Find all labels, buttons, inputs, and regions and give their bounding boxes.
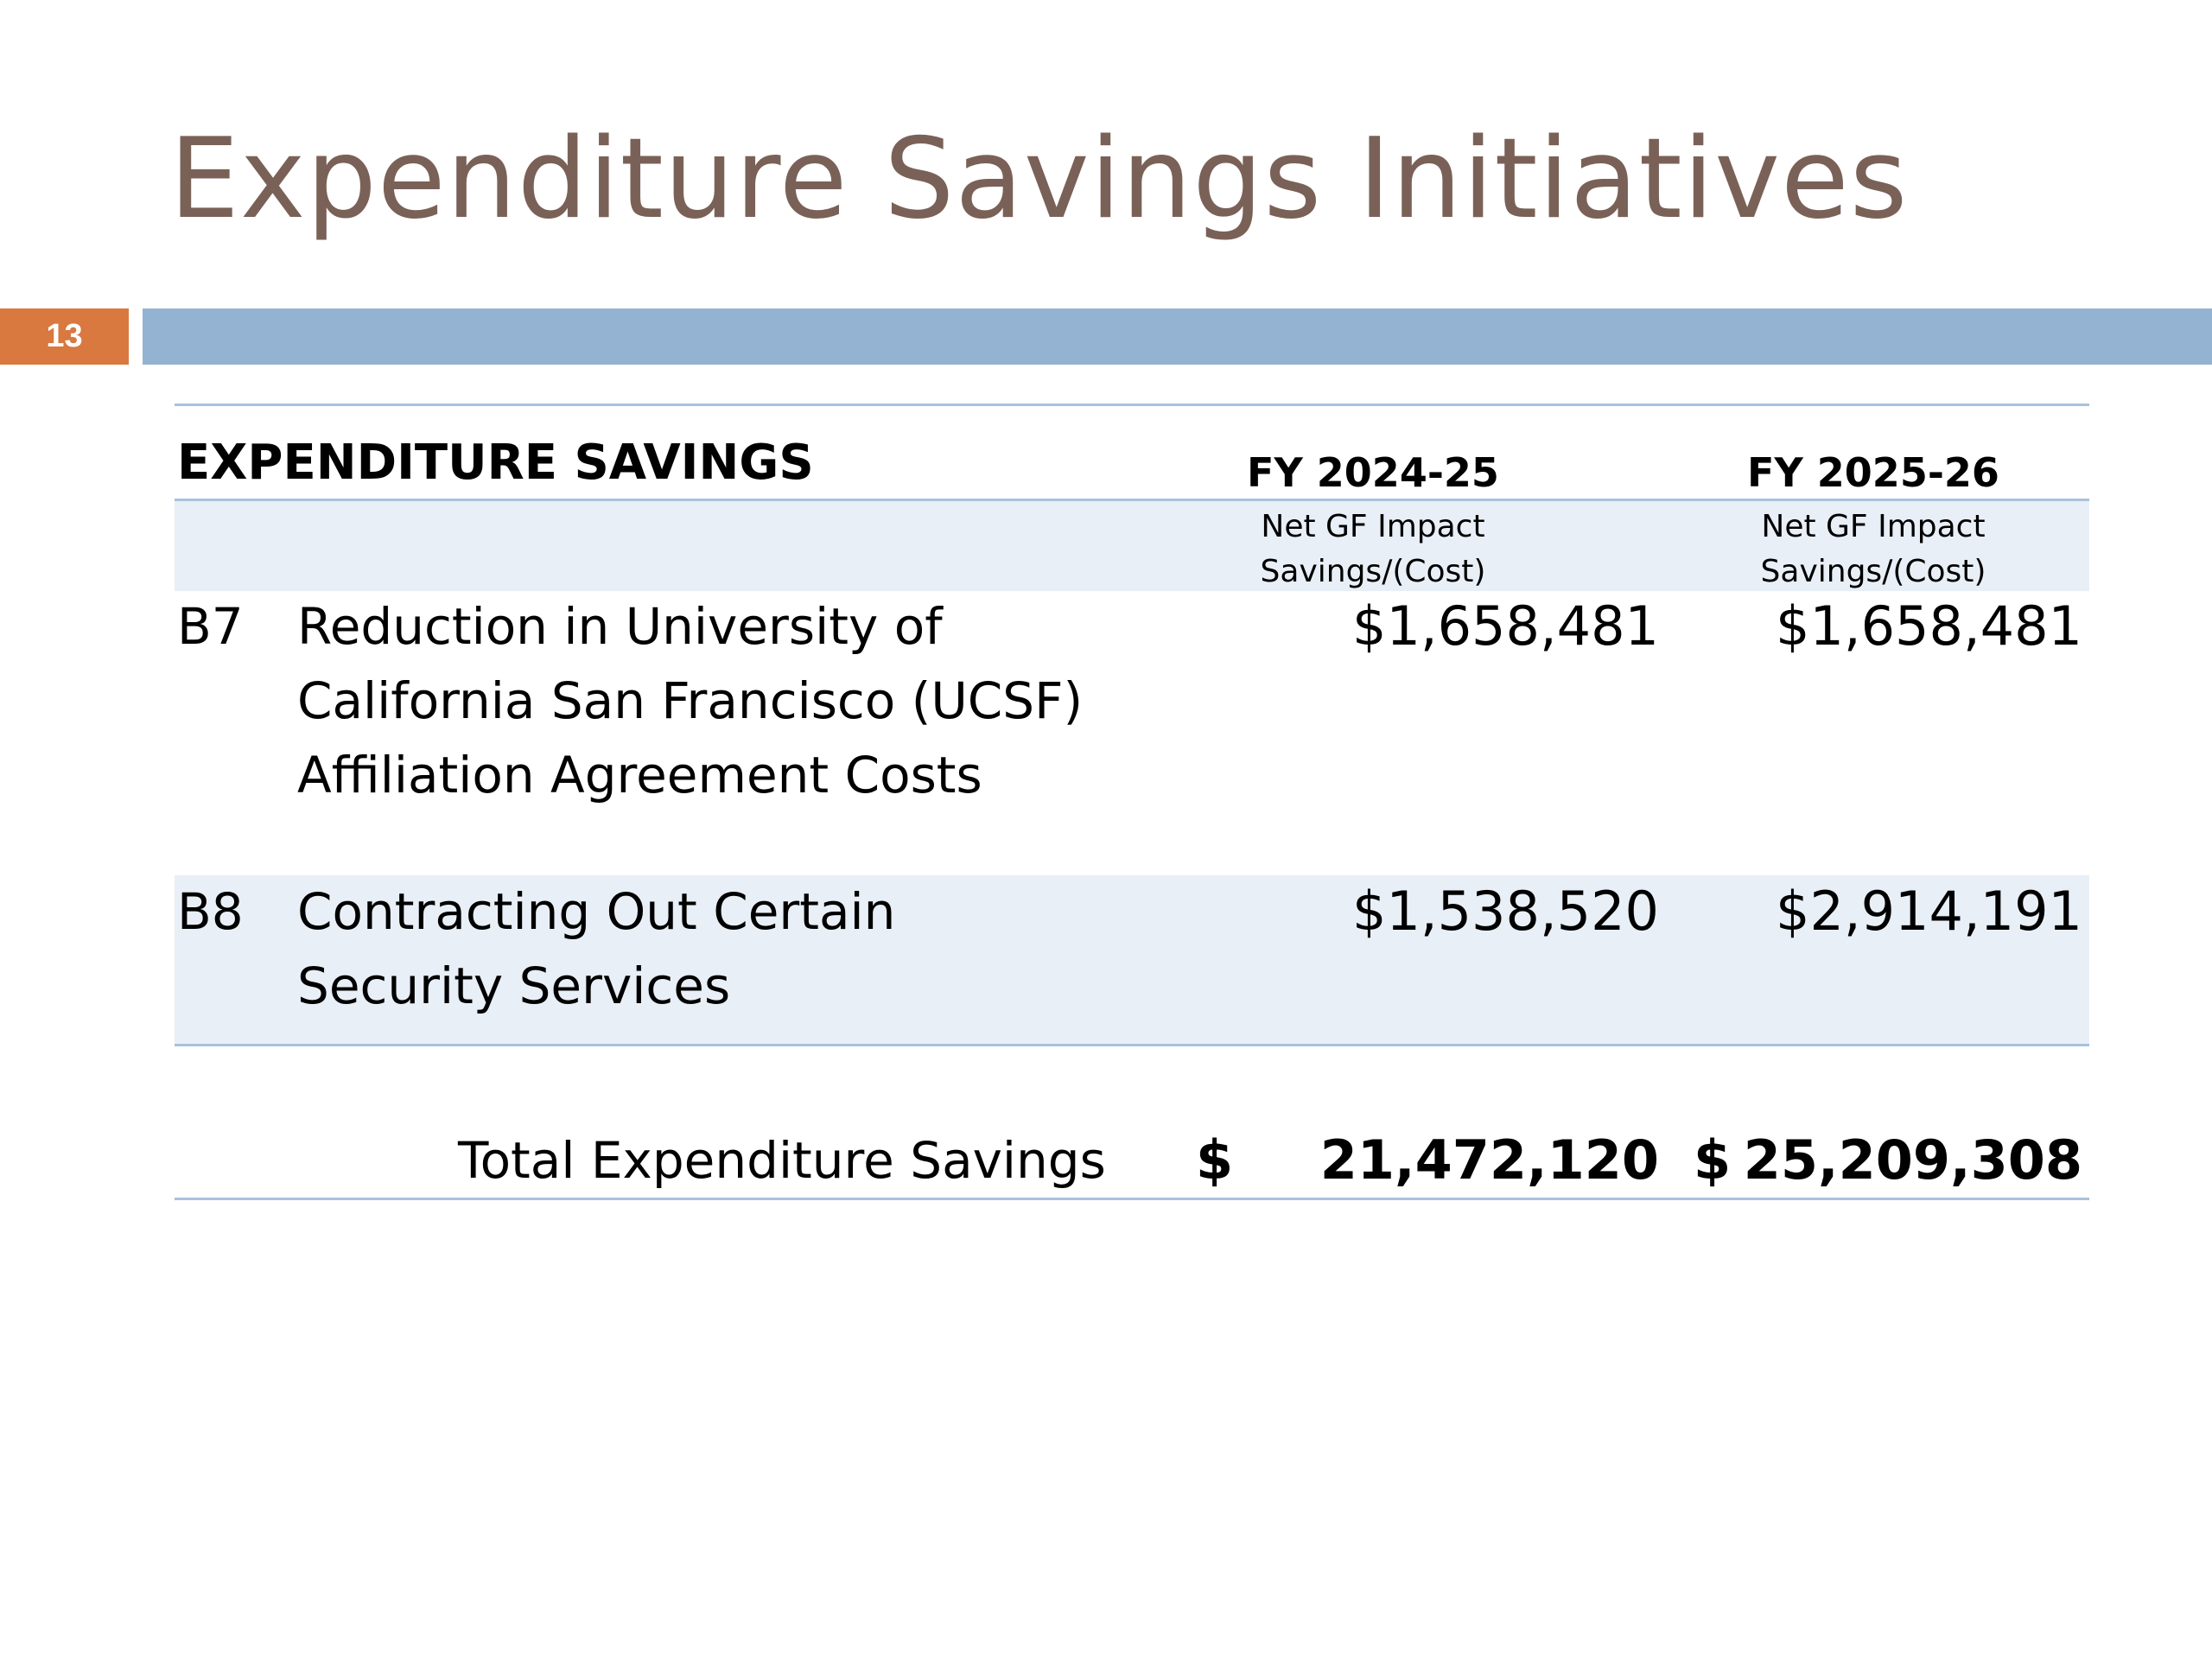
slide-title: Expenditure Savings Initiatives xyxy=(169,115,1909,244)
column-subheader-fy2024-25: Net GF Impact Savings/(Cost) xyxy=(1183,505,1563,594)
header-subrow-band xyxy=(175,501,2089,591)
total-currency-fy2024-25: $ xyxy=(1196,1128,1234,1192)
column-header-fy2024-25: FY 2024-25 xyxy=(1247,449,1499,496)
row-description-b7: Reduction in University of California Sa… xyxy=(297,589,1083,812)
subheader-line: Net GF Impact xyxy=(1761,509,1986,544)
subheader-line: Savings/(Cost) xyxy=(1760,554,1986,589)
amount-b7-fy2025-26: $1,658,481 xyxy=(1776,594,2082,658)
column-subheader-fy2025-26: Net GF Impact Savings/(Cost) xyxy=(1683,505,2063,594)
section-heading: EXPENDITURE SAVINGS xyxy=(177,435,814,491)
total-amount-fy2025-26: 25,209,308 xyxy=(1743,1128,2082,1192)
subheader-line: Savings/(Cost) xyxy=(1260,554,1486,589)
total-label: Total Expenditure Savings xyxy=(458,1131,1106,1190)
column-header-fy2025-26: FY 2025-26 xyxy=(1747,449,1999,496)
description-line: Reduction in University of xyxy=(297,597,943,656)
subheader-line: Net GF Impact xyxy=(1261,509,1485,544)
header-rule xyxy=(175,499,2089,501)
table-top-rule xyxy=(175,404,2089,406)
description-line: California San Francisco (UCSF) xyxy=(297,671,1084,730)
row-description-b8: Contracting Out Certain Security Service… xyxy=(297,874,895,1023)
description-line: Security Services xyxy=(297,957,731,1015)
total-currency-fy2025-26: $ xyxy=(1694,1128,1732,1192)
row-code-b8: B8 xyxy=(177,882,244,941)
amount-b8-fy2024-25: $1,538,520 xyxy=(1352,880,1659,943)
amount-b7-fy2024-25: $1,658,481 xyxy=(1352,594,1659,658)
row-b8-band xyxy=(175,875,2089,1045)
slide-number-badge: 13 xyxy=(0,308,129,365)
description-line: Affiliation Agreement Costs xyxy=(297,746,982,804)
accent-bar xyxy=(143,308,2212,365)
total-amount-fy2024-25: 21,472,120 xyxy=(1319,1128,1659,1192)
description-line: Contracting Out Certain xyxy=(297,882,896,941)
body-bottom-rule xyxy=(175,1044,2089,1046)
row-code-b7: B7 xyxy=(177,597,244,656)
total-bottom-rule xyxy=(175,1198,2089,1200)
amount-b8-fy2025-26: $2,914,191 xyxy=(1776,880,2082,943)
